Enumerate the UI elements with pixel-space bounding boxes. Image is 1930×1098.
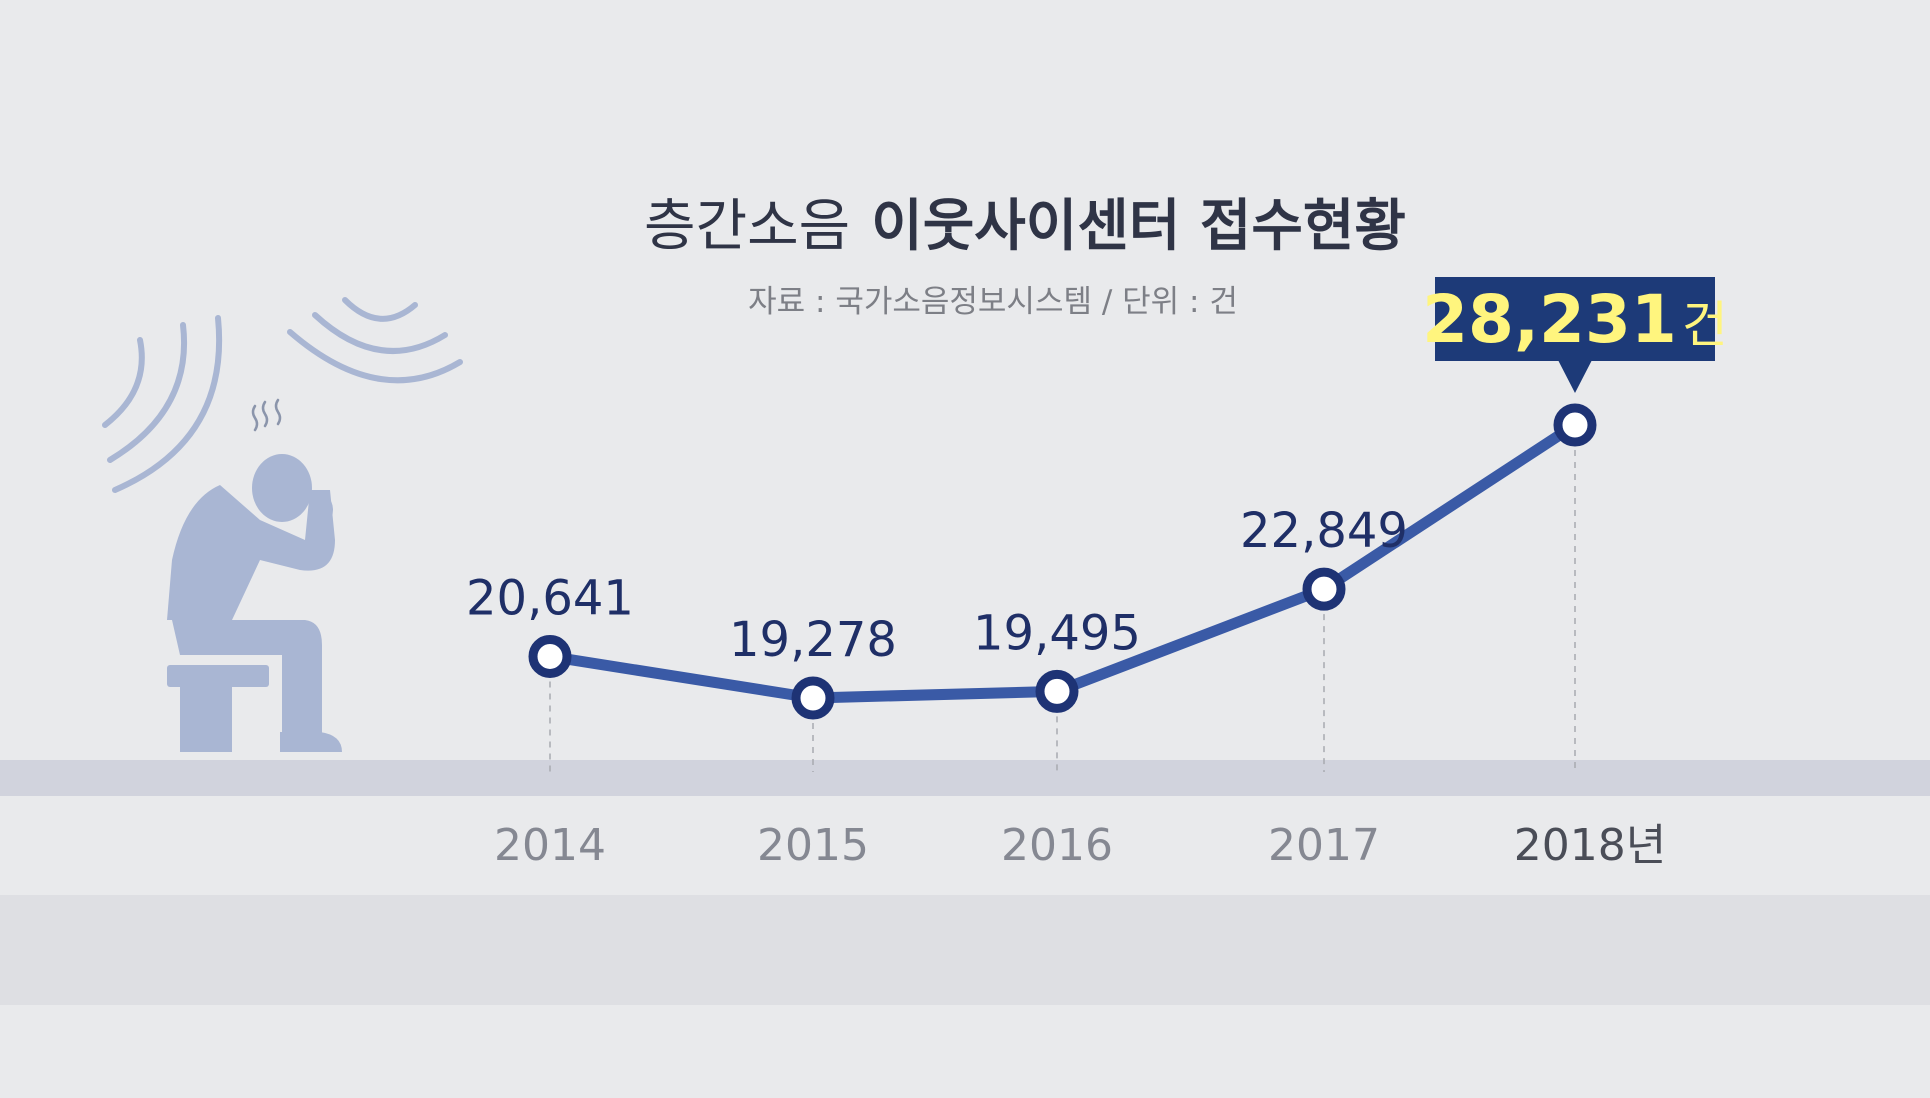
value-label-2016: 19,495 [973,605,1141,661]
person-headache-icon [167,454,342,752]
callout-unit: 건 [1682,296,1728,354]
value-label-2017: 22,849 [1240,503,1408,559]
x-tick-label-2014: 2014 [494,820,606,871]
chart-title: 층간소음 이웃사이센터 접수현황 [644,194,1406,259]
value-label-2015: 19,278 [729,612,897,668]
floor-line [0,760,1930,796]
chart-title-part1: 층간소음 [644,194,850,259]
vertical-guides [549,450,1576,772]
noise-waves-icon [102,297,463,493]
data-point-2017 [1302,567,1346,611]
callout-box [1435,277,1715,361]
x-tick-label-2016: 2016 [1001,820,1113,871]
data-point-2015 [791,676,835,720]
callout-text: 28,231 건 [1422,281,1728,358]
x-axis-labels: 2014 2015 2016 2017 2018년 [494,820,1666,871]
chart-title-part2: 이웃사이센터 접수현황 [871,194,1406,259]
x-tick-label-2018년: 2018년 [1514,820,1666,871]
pain-marks-icon [251,398,282,432]
callout-number: 28,231 [1422,281,1677,358]
chart-subtitle: 자료 : 국가소음정보시스템 / 단위 : 건 [748,284,1238,320]
data-point-2014 [528,634,572,678]
data-point-2018년 [1553,403,1597,447]
x-tick-label-2015: 2015 [757,820,869,871]
series-points [528,403,1597,720]
highlight-callout: 28,231 건 [1422,277,1728,393]
value-labels: 20,641 19,278 19,495 22,849 [466,503,1408,668]
value-label-2014: 20,641 [466,570,634,626]
callout-pointer [1558,360,1592,393]
data-point-2016 [1035,669,1079,713]
x-tick-label-2017: 2017 [1268,820,1380,871]
lower-band [0,895,1930,1005]
